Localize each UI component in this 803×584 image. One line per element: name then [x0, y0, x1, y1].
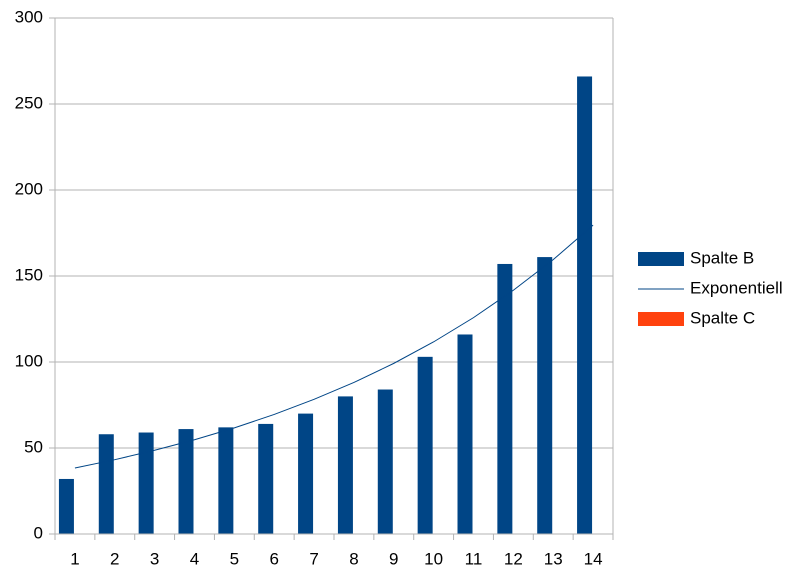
legend-swatch	[638, 312, 684, 326]
x-tick-label: 6	[269, 549, 278, 568]
y-tick-label: 250	[15, 93, 43, 112]
bar	[298, 413, 314, 534]
bar	[337, 396, 353, 534]
x-tick-label: 5	[230, 549, 239, 568]
x-tick-label: 1	[70, 549, 79, 568]
y-tick-label: 0	[34, 523, 43, 542]
bar	[218, 427, 234, 534]
legend-label: Spalte C	[690, 308, 755, 327]
y-tick-label: 300	[15, 7, 43, 26]
x-tick-label: 2	[110, 549, 119, 568]
x-tick-label: 11	[465, 549, 483, 568]
x-tick-label: 10	[424, 549, 443, 568]
y-tick-label: 100	[15, 351, 43, 370]
bar	[58, 478, 74, 534]
y-tick-label: 50	[24, 437, 43, 456]
x-tick-label: 8	[349, 549, 358, 568]
legend-label: Exponentiell	[690, 278, 783, 297]
bar	[537, 257, 553, 534]
legend-swatch	[638, 252, 684, 266]
legend-label: Spalte B	[690, 248, 754, 267]
x-tick-label: 9	[389, 549, 398, 568]
bar	[178, 429, 194, 534]
bar	[577, 76, 593, 534]
x-tick-label: 12	[504, 549, 523, 568]
trendline	[74, 224, 594, 469]
bar	[417, 356, 433, 534]
x-tick-label: 7	[309, 549, 318, 568]
y-tick-label: 200	[15, 179, 43, 198]
bar	[497, 263, 513, 534]
bar	[98, 434, 114, 534]
bar	[377, 389, 393, 534]
bar	[258, 423, 274, 534]
x-tick-label: 13	[544, 549, 563, 568]
y-tick-label: 150	[15, 265, 43, 284]
x-tick-label: 14	[584, 549, 603, 568]
bar	[138, 432, 154, 534]
x-tick-label: 3	[150, 549, 159, 568]
bar	[457, 334, 473, 534]
x-tick-label: 4	[190, 549, 199, 568]
